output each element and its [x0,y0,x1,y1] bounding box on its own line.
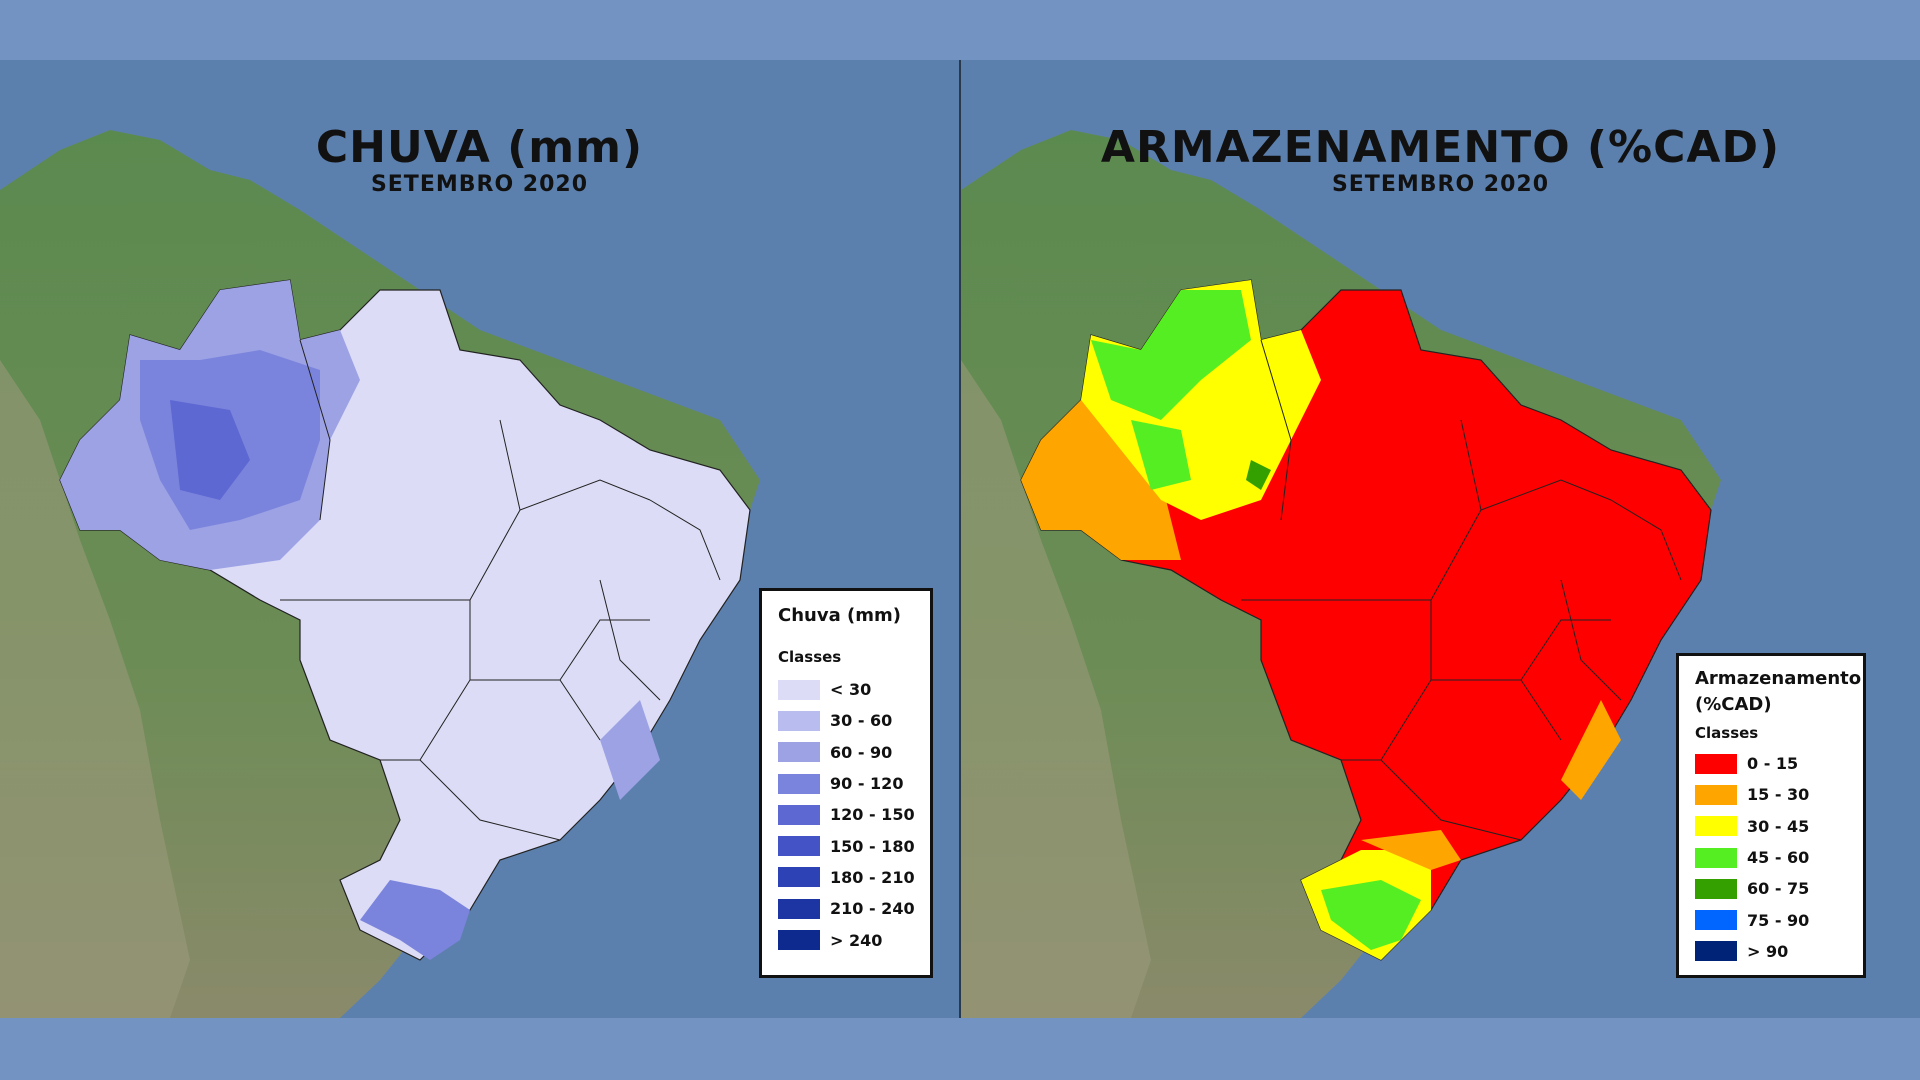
storage-legend-swatch [1695,847,1737,868]
southeast-orange-strip [1561,700,1621,800]
rainfall-legend-swatch [778,804,820,825]
rainfall-legend-swatch [778,742,820,763]
storage-legend-label: 75 - 90 [1747,910,1810,930]
rainfall-legend-label: 60 - 90 [830,742,893,762]
rainfall-legend-item: 60 - 90 [778,737,930,768]
south-rain-zone [360,880,470,960]
storage-legend-label: > 90 [1747,941,1789,961]
rainfall-map-panel: CHUVA (mm) SETEMBRO 2020 [0,60,959,1018]
storage-map [961,130,1721,1018]
rainfall-legend-item: 30 - 60 [778,705,930,736]
rainfall-map-title: CHUVA (mm) [315,122,644,173]
rainfall-legend-label: 30 - 60 [830,711,893,731]
rainfall-legend-label: 90 - 120 [830,774,904,794]
andes-shading [0,360,190,1018]
rainfall-legend-label: 120 - 150 [830,805,915,825]
rainfall-legend-swatch [778,679,820,700]
storage-legend-swatch [1695,753,1737,774]
rainfall-legend-item: < 30 [778,674,930,705]
panel-divider [959,60,961,1018]
storage-legend-item: 15 - 30 [1695,779,1863,810]
rainfall-legend-swatch [778,867,820,888]
rainfall-legend-label: 210 - 240 [830,899,915,919]
storage-legend-swatch [1695,816,1737,837]
storage-legend-item: > 90 [1695,936,1863,967]
rainfall-legend: Chuva (mm) Classes < 30 30 - 60 60 - 90 90 … [759,588,933,978]
west-orange-zone [1021,400,1181,560]
storage-legend-label: 60 - 75 [1747,879,1810,899]
storage-map-title: ARMAZENAMENTO (%CAD) [1100,122,1781,173]
storage-legend-title-line2: (%CAD) [1695,694,1772,715]
south-green-zone [1321,880,1421,950]
rainfall-legend-label: 150 - 180 [830,836,915,856]
rainfall-legend-label: < 30 [830,680,872,700]
rainfall-legend-subtitle: Classes [778,648,842,666]
rainfall-legend-swatch [778,930,820,951]
storage-map-subtitle: SETEMBRO 2020 [1331,172,1550,197]
rainfall-map-subtitle: SETEMBRO 2020 [370,172,589,197]
storage-legend-label: 45 - 60 [1747,848,1810,868]
rainfall-legend-swatch [778,836,820,857]
rainfall-legend-label: 180 - 210 [830,867,915,887]
rainfall-legend-item: 150 - 180 [778,830,930,861]
storage-legend-swatch [1695,910,1737,931]
rainfall-legend-item: 120 - 150 [778,799,930,830]
rainfall-legend-swatch [778,773,820,794]
rainfall-legend-title: Chuva (mm) [778,605,901,626]
rainfall-legend-item: 210 - 240 [778,893,930,924]
storage-legend-subtitle: Classes [1695,724,1759,742]
storage-legend-label: 30 - 45 [1747,816,1810,836]
storage-legend-swatch [1695,784,1737,805]
storage-legend-item: 30 - 45 [1695,811,1863,842]
storage-legend-item: 45 - 60 [1695,842,1863,873]
rainfall-legend-label: > 240 [830,930,883,950]
storage-legend-item: 60 - 75 [1695,873,1863,904]
storage-legend-label: 0 - 15 [1747,754,1799,774]
state-borders [280,339,721,841]
rainfall-map [0,130,760,1018]
southeast-rain-strip [600,700,660,800]
storage-legend-swatch [1695,878,1737,899]
northwest-rain-peak [170,400,250,500]
storage-legend-label: 15 - 30 [1747,785,1810,805]
andes-shading [961,360,1151,1018]
storage-legend-item: 75 - 90 [1695,904,1863,935]
south-orange-strip [1361,830,1461,870]
storage-legend: Armazenamento (%CAD) Classes 0 - 15 15 - … [1676,653,1866,978]
north-green-patch [1131,420,1191,490]
rainfall-legend-item: 90 - 120 [778,768,930,799]
storage-legend-item: 0 - 15 [1695,748,1863,779]
rainfall-legend-item: > 240 [778,924,930,955]
storage-legend-title: Armazenamento (%CAD) [1695,666,1863,718]
rainfall-legend-swatch [778,710,820,731]
state-borders [1241,339,1682,841]
rainfall-legend-swatch [778,898,820,919]
storage-legend-title-line1: Armazenamento [1695,668,1862,689]
north-dark-green-patch [1246,460,1271,490]
rainfall-legend-item: 180 - 210 [778,862,930,893]
north-green-zone [1091,290,1251,420]
storage-legend-swatch [1695,941,1737,962]
